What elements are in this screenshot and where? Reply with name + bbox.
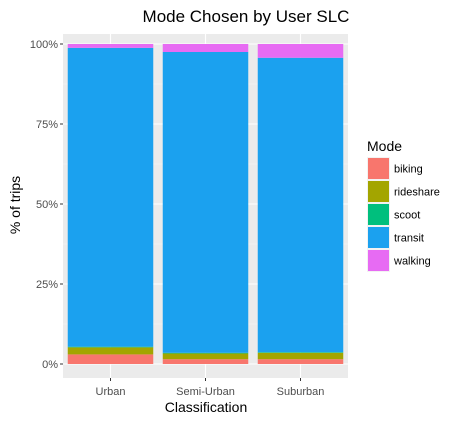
bar-segment-transit — [162, 52, 249, 353]
bar-segment-walking — [257, 44, 344, 58]
bar-segment-scoot — [67, 346, 154, 348]
x-tick-label: Semi-Urban — [176, 386, 235, 398]
legend-label-biking: biking — [394, 164, 423, 176]
legend-label-walking: walking — [393, 256, 431, 268]
bars — [67, 44, 344, 364]
legend-key-transit — [368, 227, 389, 248]
bar-segment-rideshare — [67, 347, 154, 355]
bar-segment-transit — [67, 47, 154, 347]
bar-segment-walking — [67, 44, 154, 48]
legend-key-biking — [368, 158, 389, 179]
bar-segment-walking — [162, 44, 249, 52]
legend-key-scoot — [368, 204, 389, 225]
legend: biking rideshare scoot transit walking — [367, 157, 440, 272]
bar-segment-biking — [162, 359, 249, 364]
bar-segment-scoot — [257, 352, 344, 353]
bar-segment-rideshare — [257, 352, 344, 360]
bar-segment-biking — [67, 354, 154, 364]
legend-label-rideshare: rideshare — [394, 187, 440, 199]
chart-title: Mode Chosen by User SLC — [143, 7, 350, 26]
x-axis-ticks: Urban Semi-Urban Suburban — [96, 378, 325, 398]
bar-segment-biking — [257, 359, 344, 364]
legend-key-walking — [368, 250, 389, 271]
y-axis-ticks: 0% 25% 50% 75% 100% — [30, 39, 63, 371]
y-axis-label: % of trips — [7, 176, 23, 234]
legend-label-transit: transit — [394, 233, 424, 245]
legend-title: Mode — [367, 138, 402, 154]
bar-segment-rideshare — [162, 353, 249, 360]
y-tick-label: 0% — [42, 359, 58, 371]
y-tick-label: 75% — [36, 119, 58, 131]
y-tick-label: 100% — [30, 39, 58, 51]
legend-label-scoot: scoot — [394, 210, 420, 222]
legend-key-rideshare — [368, 181, 389, 202]
y-tick-label: 25% — [36, 279, 58, 291]
x-axis-label: Classification — [165, 399, 247, 415]
bar-segment-transit — [257, 57, 344, 353]
y-tick-label: 50% — [36, 199, 58, 211]
bar-segment-scoot — [162, 352, 249, 354]
x-tick-label: Urban — [96, 386, 126, 398]
x-tick-label: Suburban — [277, 386, 325, 398]
